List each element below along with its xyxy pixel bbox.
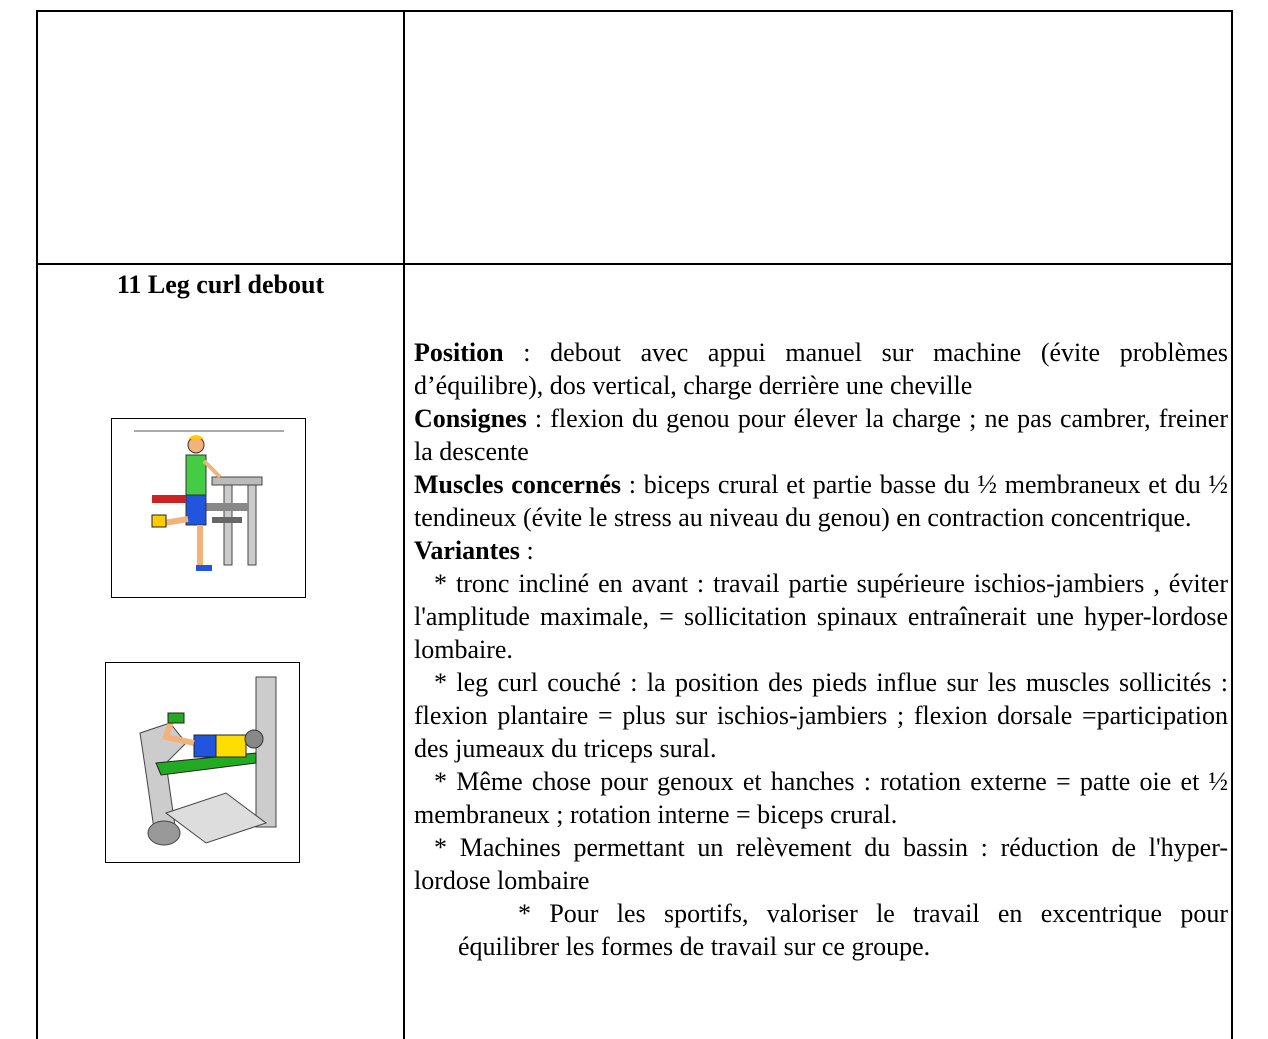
section-text: : biceps crural et partie basse du ½ mem… <box>414 470 1228 532</box>
section-label: Variantes <box>414 536 520 565</box>
section: Muscles concernés : biceps crural et par… <box>414 468 1228 534</box>
section: Consignes : flexion du genou pour élever… <box>414 402 1228 468</box>
section-label: Muscles concernés <box>414 470 622 499</box>
section: Variantes : <box>414 534 1228 567</box>
section-text: : debout avec appui manuel sur machine (… <box>414 338 1228 400</box>
variant: * Machines permettant un relèvement du b… <box>414 833 1228 895</box>
section-text: : <box>519 536 534 565</box>
variant: * Pour les sportifs, valoriser le travai… <box>458 899 1228 961</box>
variant: * leg curl couché : la position des pied… <box>414 668 1228 763</box>
variant: * tronc incliné en avant : travail parti… <box>414 569 1228 664</box>
exercise-title: 11 Leg curl debout <box>116 270 325 299</box>
section: Position : debout avec appui manuel sur … <box>414 336 1228 402</box>
lying-leg-curl-image <box>105 662 300 863</box>
section-label: Consignes <box>414 404 527 433</box>
table-border <box>36 10 1233 1039</box>
column-divider <box>403 10 405 1039</box>
variant: * Même chose pour genoux et hanches : ro… <box>414 767 1228 829</box>
section-text: : flexion du genou pour élever la charge… <box>414 404 1228 466</box>
description: Position : debout avec appui manuel sur … <box>414 336 1228 963</box>
standing-leg-curl-image <box>111 418 306 598</box>
row-divider <box>36 263 1233 265</box>
section-label: Position <box>414 338 504 367</box>
